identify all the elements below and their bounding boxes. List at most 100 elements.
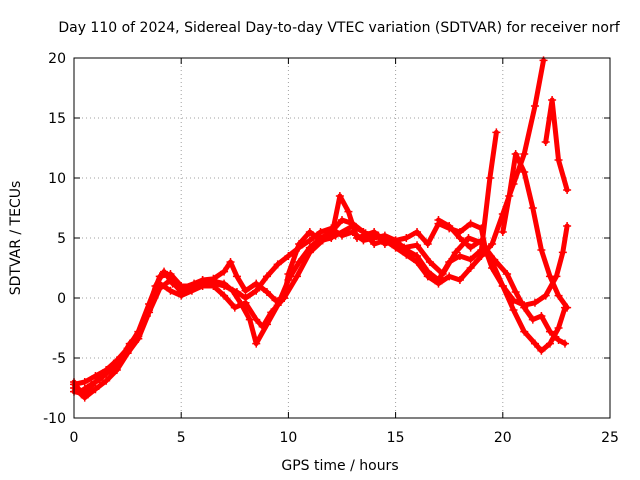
data-point — [91, 385, 100, 394]
data-point — [466, 264, 475, 272]
y-tick-label: -10 — [43, 411, 66, 427]
data-point — [423, 272, 432, 281]
data-point — [400, 243, 409, 252]
data-point — [284, 252, 293, 260]
data-point — [434, 279, 443, 288]
data-point — [554, 324, 563, 332]
data-point — [558, 248, 567, 257]
data-point — [166, 270, 175, 278]
data-point — [252, 315, 261, 324]
data-point — [455, 234, 464, 242]
data-point — [511, 150, 520, 158]
data-point — [252, 279, 261, 288]
data-point — [220, 267, 229, 276]
data-point — [155, 272, 164, 281]
data-point — [252, 339, 261, 348]
y-tick-label: 0 — [57, 291, 66, 307]
data-point — [209, 274, 218, 283]
x-tick-label: 25 — [601, 430, 619, 446]
series-trace-e-markers — [434, 216, 572, 310]
series-trace-g — [543, 97, 570, 193]
data-point — [280, 294, 289, 302]
data-point — [541, 138, 550, 146]
data-point — [466, 255, 475, 264]
x-tick-label: 10 — [279, 430, 297, 446]
data-point — [273, 260, 282, 269]
data-point — [305, 248, 314, 257]
data-point — [91, 378, 100, 386]
series-trace-b-markers — [70, 56, 548, 402]
data-point — [563, 222, 572, 230]
data-point — [102, 369, 111, 378]
data-point — [541, 291, 550, 300]
series-trace-f-markers — [498, 150, 572, 312]
data-point — [530, 298, 539, 307]
data-point — [548, 96, 557, 104]
data-point — [258, 322, 267, 331]
data-point — [530, 339, 539, 348]
data-point — [488, 258, 497, 266]
data-point — [241, 286, 250, 295]
data-point — [528, 204, 537, 212]
data-point — [537, 246, 546, 254]
data-point — [563, 303, 572, 312]
series-trace-a-markers — [70, 128, 501, 396]
data-point — [537, 312, 546, 320]
data-point — [545, 272, 554, 281]
y-tick-label: 5 — [57, 231, 66, 247]
data-point — [503, 270, 512, 278]
data-point — [434, 216, 443, 224]
data-point — [466, 219, 475, 228]
data-point — [498, 228, 507, 236]
series-trace-b — [71, 57, 546, 401]
data-point — [455, 252, 464, 260]
data-point — [112, 360, 121, 368]
x-tick-label: 5 — [177, 430, 186, 446]
data-point — [80, 378, 89, 386]
series-trace-c-markers — [70, 192, 569, 389]
data-point — [537, 346, 546, 355]
data-point — [528, 315, 537, 324]
data-point — [545, 339, 554, 348]
data-point — [425, 258, 434, 266]
data-point — [464, 234, 473, 242]
data-point — [318, 236, 327, 245]
x-tick-label: 20 — [494, 430, 512, 446]
data-point — [370, 240, 379, 248]
data-point — [292, 272, 301, 281]
data-point — [402, 250, 411, 259]
y-tick-label: 15 — [48, 111, 66, 127]
data-point — [226, 258, 235, 266]
data-point — [155, 279, 164, 288]
data-point — [477, 224, 486, 233]
data-point — [305, 228, 314, 236]
data-point — [228, 286, 237, 295]
data-point — [80, 390, 89, 398]
data-point — [563, 186, 572, 194]
data-point — [331, 231, 340, 240]
data-point — [455, 276, 464, 284]
data-point — [438, 270, 447, 278]
data-point — [554, 156, 563, 164]
data-point — [305, 236, 314, 245]
data-point — [466, 243, 475, 252]
data-point — [177, 291, 186, 300]
series-trace-g-markers — [541, 96, 572, 194]
data-point — [445, 272, 454, 281]
data-point — [520, 327, 529, 336]
data-point — [554, 336, 563, 344]
data-point — [335, 192, 344, 200]
data-point — [451, 248, 460, 257]
data-point — [485, 174, 494, 182]
data-point — [477, 236, 486, 245]
data-point — [545, 327, 554, 336]
data-point — [353, 234, 362, 242]
data-point — [220, 279, 229, 288]
x-tick-label: 15 — [387, 430, 405, 446]
data-point — [492, 128, 501, 137]
data-point — [488, 240, 497, 248]
series-trace-e — [436, 217, 570, 308]
chart-title: Day 110 of 2024, Sidereal Day-to-day VTE… — [58, 20, 620, 36]
data-point — [134, 332, 143, 341]
